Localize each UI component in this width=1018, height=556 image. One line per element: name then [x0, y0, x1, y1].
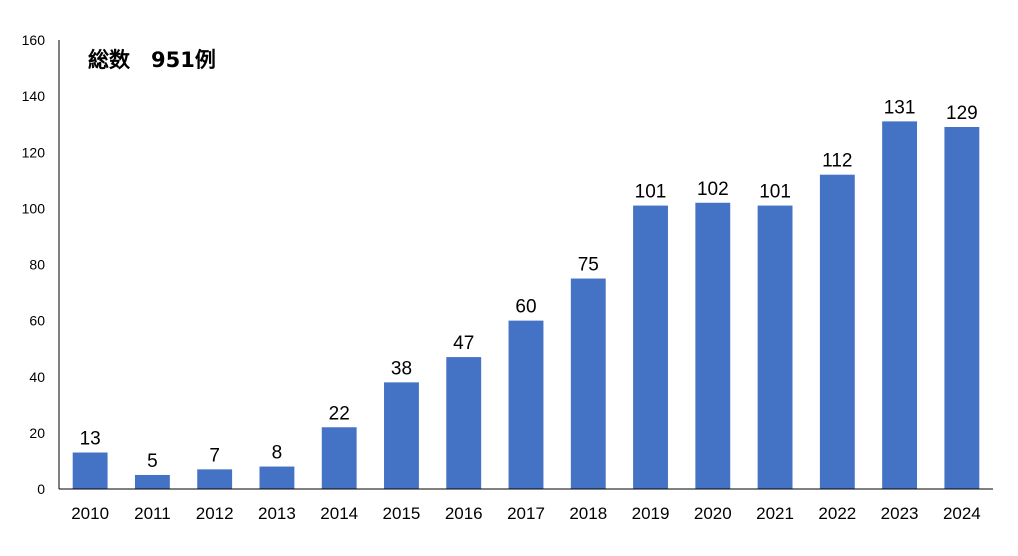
data-label-2017: 60 — [515, 297, 536, 318]
bar-2012 — [197, 469, 233, 489]
bar-2023 — [882, 121, 918, 489]
data-label-2011: 5 — [147, 451, 158, 472]
bar-2016 — [446, 357, 482, 489]
x-tick-label-2019: 2019 — [632, 504, 670, 523]
bar-2019 — [633, 205, 668, 489]
y-tick-label-120: 120 — [22, 144, 46, 160]
bar-group — [72, 121, 980, 490]
x-axis-ticks: 2010 2011 2012 2013 2014 2015 2016 2017 2018 2019… — [71, 504, 981, 523]
bar-2015 — [384, 382, 419, 489]
data-label-2014: 22 — [329, 403, 350, 424]
bar-2013 — [259, 466, 295, 489]
x-tick-label-2016: 2016 — [445, 504, 483, 523]
x-tick-label-2015: 2015 — [383, 504, 421, 523]
total-annotation: 総数 951例 — [88, 48, 216, 72]
x-tick-label-2013: 2013 — [258, 504, 296, 523]
x-tick-label-2014: 2014 — [320, 504, 358, 523]
data-label-2019: 101 — [635, 182, 667, 203]
x-tick-label-2024: 2024 — [943, 504, 981, 523]
bar-2021 — [757, 205, 793, 489]
bar-2011 — [134, 474, 170, 489]
x-tick-label-2022: 2022 — [818, 504, 856, 523]
x-tick-label-2011: 2011 — [134, 504, 171, 523]
bar-2010 — [72, 452, 108, 489]
y-tick-label-80: 80 — [29, 257, 45, 273]
data-label-2023: 131 — [884, 97, 916, 118]
data-label-2020: 102 — [697, 179, 729, 200]
data-label-2013: 8 — [272, 443, 283, 464]
data-label-2016: 47 — [453, 333, 474, 354]
bar-2017 — [508, 320, 544, 489]
data-label-2021: 101 — [759, 182, 791, 203]
x-tick-label-2020: 2020 — [694, 504, 732, 523]
y-tick-label-60: 60 — [29, 313, 45, 329]
data-label-group: 13 5 7 8 22 38 47 60 75 101 102 101 112 131 129 — [80, 97, 978, 472]
data-label-2022: 112 — [822, 151, 852, 172]
data-label-2024: 129 — [946, 103, 978, 124]
bar-2014 — [321, 427, 357, 489]
y-tick-label-140: 140 — [22, 88, 46, 104]
x-tick-label-2012: 2012 — [196, 504, 234, 523]
data-label-2018: 75 — [578, 255, 599, 276]
y-tick-label-100: 100 — [22, 200, 46, 216]
y-tick-label-20: 20 — [29, 425, 45, 441]
y-tick-label-40: 40 — [29, 369, 45, 385]
y-tick-label-0: 0 — [37, 481, 45, 497]
bar-2018 — [570, 278, 606, 489]
bar-2020 — [695, 202, 731, 489]
x-tick-label-2010: 2010 — [71, 504, 109, 523]
data-label-2012: 7 — [209, 445, 220, 466]
bar-2022 — [819, 174, 855, 489]
x-tick-label-2018: 2018 — [569, 504, 607, 523]
y-tick-label-160: 160 — [22, 32, 46, 48]
y-axis-ticks: 0 20 40 60 80 100 120 140 160 — [22, 32, 46, 497]
bar-2024 — [944, 126, 980, 490]
x-tick-label-2021: 2021 — [756, 504, 794, 523]
data-label-2015: 38 — [391, 358, 412, 379]
x-tick-label-2023: 2023 — [881, 504, 919, 523]
axes — [58, 40, 993, 490]
data-label-2010: 13 — [80, 429, 101, 450]
x-tick-label-2017: 2017 — [507, 504, 545, 523]
